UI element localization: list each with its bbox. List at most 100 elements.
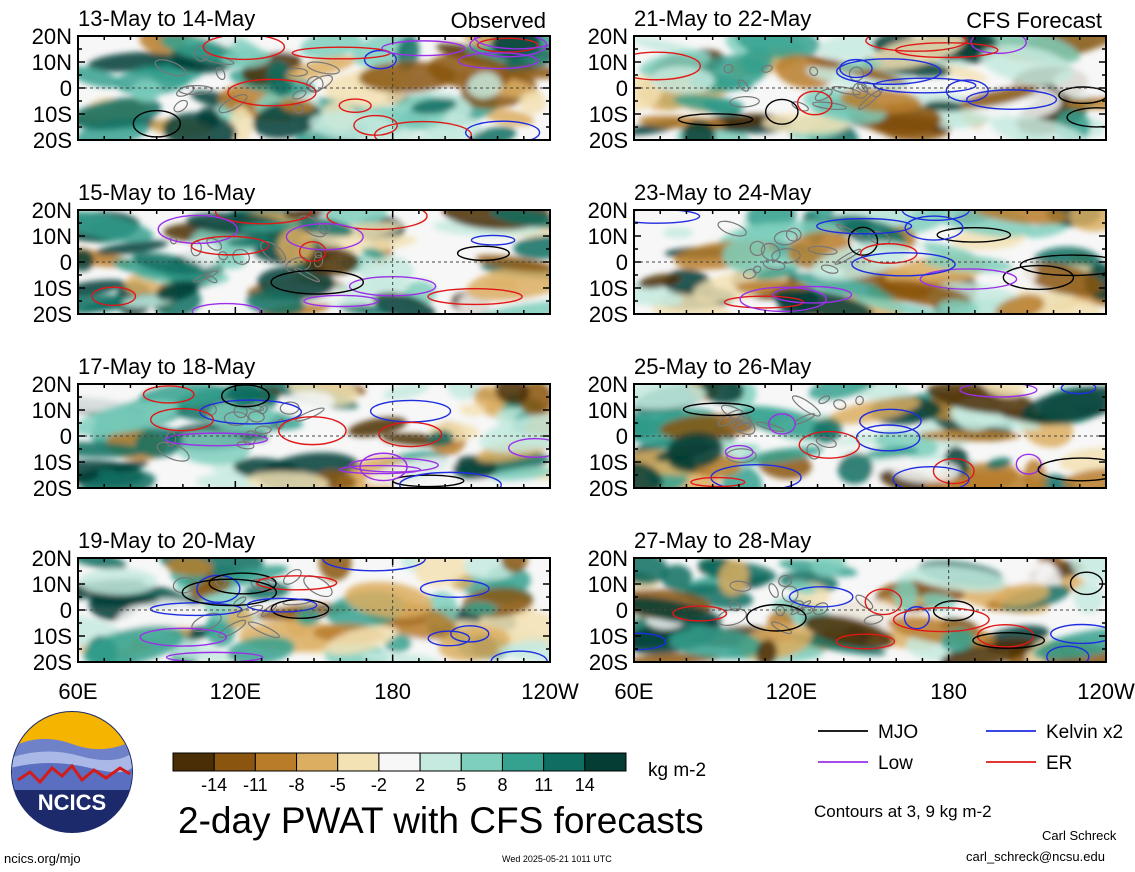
colorbar-swatch — [378, 752, 421, 772]
legend-label: Kelvin x2 — [1046, 722, 1123, 743]
lat-tick-label: 0 — [616, 598, 628, 623]
lat-tick-label: 10S — [589, 276, 628, 301]
lat-tick-label: 20S — [33, 128, 72, 153]
wave-contours — [91, 210, 523, 314]
author-name: Carl Schreck — [1042, 828, 1117, 843]
lat-tick-label: 0 — [60, 598, 72, 623]
colorbar-level: 8 — [497, 775, 507, 795]
lat-tick-label: 0 — [60, 76, 72, 101]
panel-period: 27-May to 28-May — [634, 528, 811, 553]
lon-tick-label: 120E — [210, 679, 261, 704]
lat-tick-label: 10S — [33, 450, 72, 475]
wave-contours — [682, 384, 1106, 488]
lon-tick-label: 120W — [1077, 679, 1135, 704]
lon-tick-label: 180 — [374, 679, 411, 704]
coastlines — [154, 45, 340, 114]
lat-tick-label: 10N — [588, 50, 628, 75]
colorbar-swatch — [543, 752, 586, 772]
colorbar-swatch — [254, 752, 298, 772]
lat-tick-label: 10N — [32, 224, 72, 249]
lat-tick-label: 10N — [32, 398, 72, 423]
legend-item: ER — [986, 753, 1072, 774]
colorbar-level: -2 — [371, 775, 387, 795]
panel-source-tag: CFS Forecast — [966, 8, 1102, 33]
panel-period: 23-May to 24-May — [634, 180, 811, 205]
legend-item: MJO — [818, 722, 918, 743]
colorbar-level: 14 — [575, 775, 595, 795]
lat-tick-label: 20N — [32, 372, 72, 397]
legend: MJO Kelvin x2 Low ER — [818, 722, 1123, 774]
footer-url: ncics.org/mjo — [4, 851, 81, 866]
lat-tick-label: 10S — [33, 624, 72, 649]
lat-tick-label: 20S — [589, 128, 628, 153]
legend-label: ER — [1046, 753, 1072, 774]
lat-tick-label: 20S — [589, 302, 628, 327]
pwat-field — [78, 36, 550, 140]
lat-tick-label: 20N — [32, 198, 72, 223]
lat-tick-label: 20S — [33, 650, 72, 675]
colorbar-level: -5 — [330, 775, 346, 795]
pwat-field — [78, 210, 550, 314]
lon-tick-label: 120E — [766, 679, 817, 704]
lat-tick-label: 10S — [589, 102, 628, 127]
ncics-logo: NCICS — [11, 711, 133, 833]
lat-tick-label: 20N — [588, 546, 628, 571]
lat-tick-label: 10N — [588, 398, 628, 423]
lat-tick-label: 0 — [60, 424, 72, 449]
panel-period: 17-May to 18-May — [78, 354, 255, 379]
lat-tick-label: 20S — [33, 476, 72, 501]
wave-contours — [634, 36, 1106, 128]
lat-tick-label: 20N — [588, 372, 628, 397]
lat-tick-label: 20N — [32, 24, 72, 49]
colorbar-swatch — [296, 752, 339, 772]
wave-contours — [142, 384, 550, 488]
panel-period: 21-May to 22-May — [634, 6, 811, 31]
panel-period: 25-May to 26-May — [634, 354, 811, 379]
colorbar-level: 11 — [534, 775, 553, 795]
lon-tick-label: 180 — [930, 679, 967, 704]
wave-contours — [139, 558, 548, 662]
lat-tick-label: 10S — [33, 276, 72, 301]
colorbar-level: -8 — [289, 775, 305, 795]
pwat-field — [634, 558, 1106, 662]
legend-item: Low — [818, 753, 913, 774]
lat-tick-label: 10N — [32, 572, 72, 597]
lat-tick-label: 20S — [589, 650, 628, 675]
colorbar-swatch — [419, 752, 462, 772]
lon-tick-label: 60E — [58, 679, 97, 704]
wave-contours — [132, 36, 550, 140]
lat-tick-label: 0 — [616, 250, 628, 275]
colorbar-swatch — [584, 752, 627, 772]
lon-tick-label: 120W — [521, 679, 579, 704]
lat-tick-label: 20N — [588, 198, 628, 223]
lat-tick-label: 20N — [588, 24, 628, 49]
panel-period: 15-May to 16-May — [78, 180, 255, 205]
coastlines — [717, 220, 891, 280]
panel-source-tag: Observed — [451, 8, 546, 33]
lat-tick-label: 0 — [60, 250, 72, 275]
colorbar-level: -14 — [201, 775, 227, 795]
lat-tick-label: 10N — [588, 224, 628, 249]
lat-tick-label: 0 — [616, 76, 628, 101]
wave-contours — [634, 571, 1106, 662]
legend-label: Low — [878, 753, 913, 774]
panel-period: 13-May to 14-May — [78, 6, 255, 31]
legend-item: Kelvin x2 — [986, 722, 1123, 743]
colorbar-swatch — [337, 752, 380, 772]
colorbar-level: 5 — [456, 775, 466, 795]
lat-tick-label: 20N — [32, 546, 72, 571]
colorbar-swatch — [460, 752, 503, 772]
lat-tick-label: 10S — [589, 450, 628, 475]
legend-label: MJO — [878, 722, 918, 743]
lon-tick-label: 60E — [614, 679, 653, 704]
lat-tick-label: 10S — [589, 624, 628, 649]
logo-text: NCICS — [38, 790, 106, 815]
